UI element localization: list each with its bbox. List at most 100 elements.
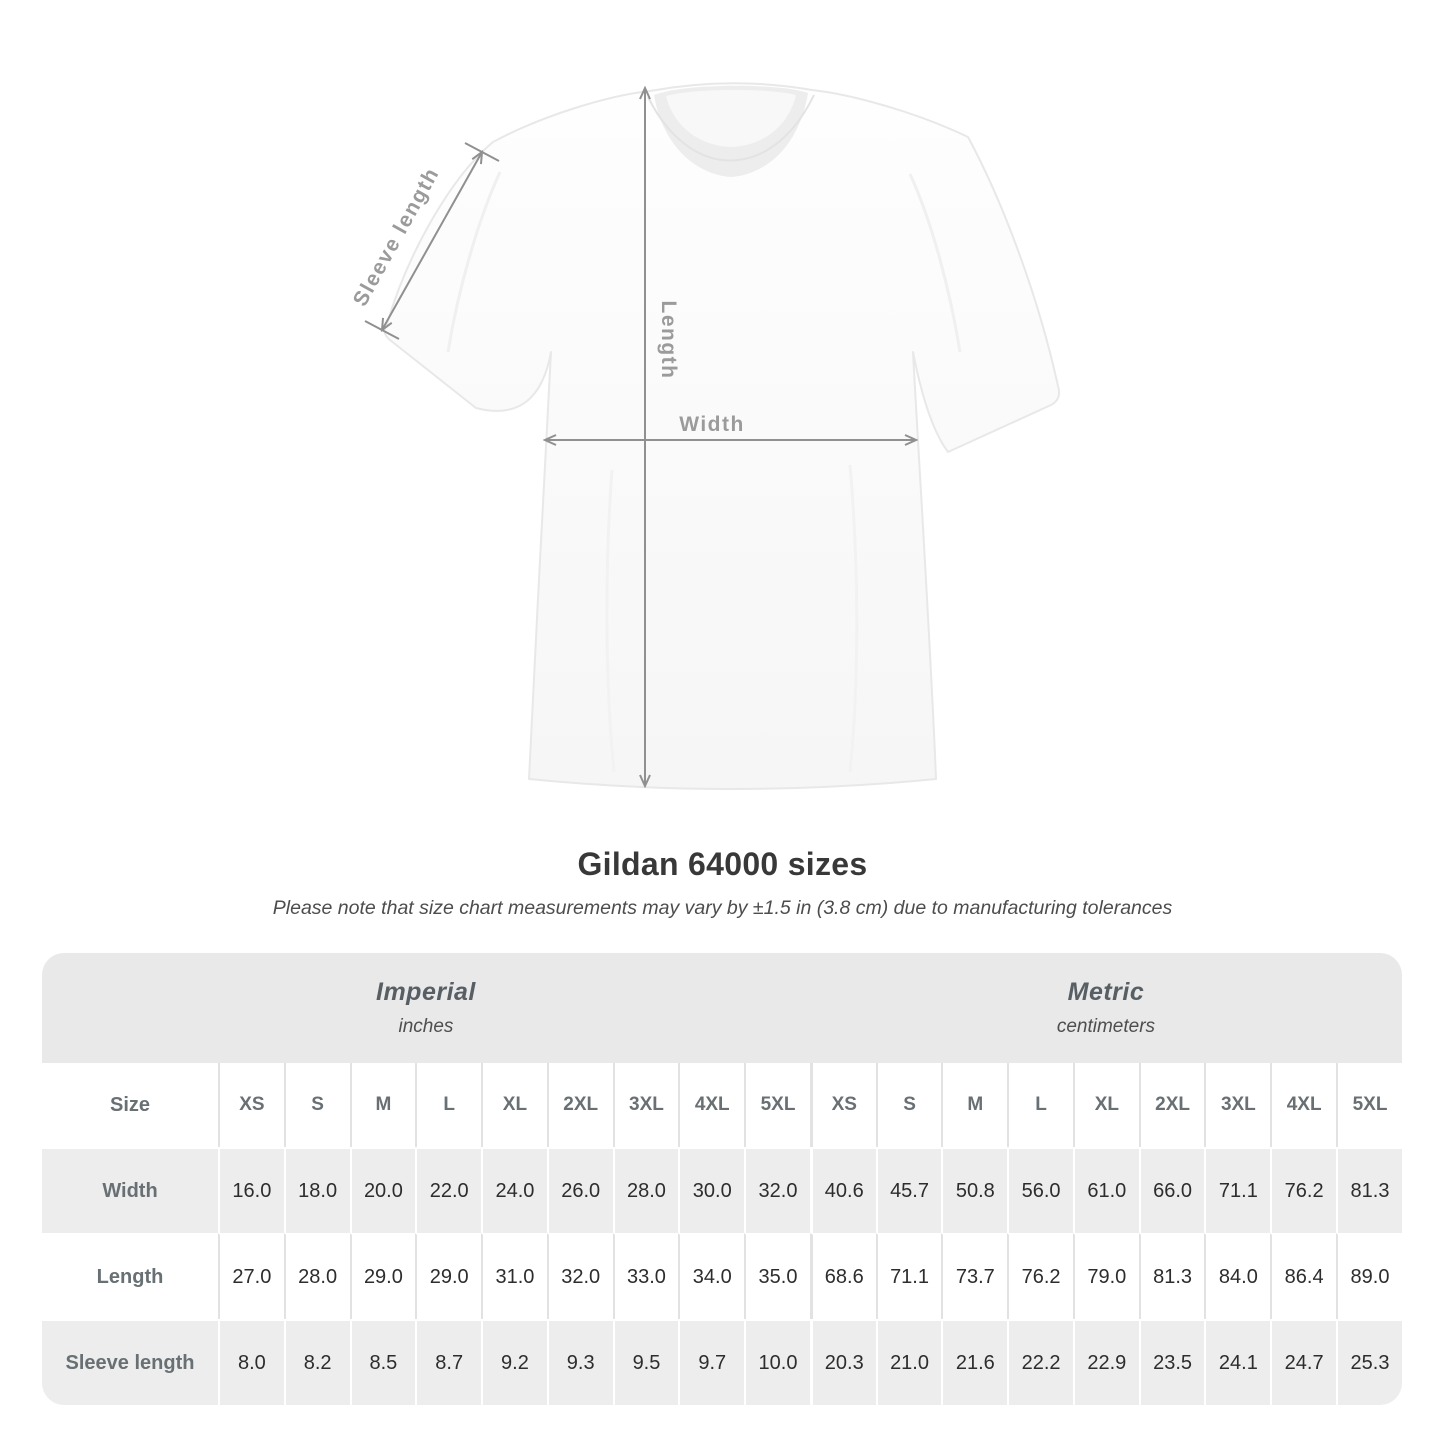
value-cell: 33.0 <box>612 1233 679 1319</box>
value-cell: 29.0 <box>349 1233 416 1319</box>
collar-inner <box>666 89 796 147</box>
size-header-cell: XL <box>481 1063 547 1147</box>
value-cell: 84.0 <box>1204 1233 1271 1319</box>
imperial-section-header: Imperial inches <box>42 953 810 1063</box>
value-cell: 16.0 <box>218 1147 284 1233</box>
page-title: Gildan 64000 sizes <box>577 846 868 882</box>
width-label: Width <box>679 413 745 436</box>
value-cell: 22.2 <box>1007 1319 1073 1405</box>
value-cell: 71.1 <box>1204 1147 1271 1233</box>
value-cell: 81.3 <box>1138 1233 1205 1319</box>
size-header-cell: 4XL <box>678 1063 745 1147</box>
value-cell: 56.0 <box>1007 1147 1073 1233</box>
size-header-cell: 2XL <box>546 1063 613 1147</box>
value-cell: 24.0 <box>481 1147 547 1233</box>
sleeve-length-row: Sleeve length 8.0 8.2 8.5 8.7 9.2 9.3 9.… <box>42 1319 1402 1405</box>
length-row: Length 27.0 28.0 29.0 29.0 31.0 32.0 33.… <box>42 1233 1402 1319</box>
value-cell: 71.1 <box>875 1233 942 1319</box>
size-header-cell: L <box>1007 1063 1073 1147</box>
value-cell: 21.6 <box>941 1319 1008 1405</box>
value-cell: 21.0 <box>875 1319 942 1405</box>
tshirt-measurement-diagram: Sleeve length Length Width <box>349 82 1061 790</box>
value-cell: 9.5 <box>612 1319 679 1405</box>
size-header-cell: S <box>875 1063 942 1147</box>
value-cell: 28.0 <box>283 1233 350 1319</box>
value-cell: 61.0 <box>1072 1147 1139 1233</box>
fold-line <box>848 464 859 773</box>
value-cell: 8.7 <box>415 1319 482 1405</box>
value-cell: 30.0 <box>678 1147 745 1233</box>
tolerance-note: Please note that size chart measurements… <box>272 897 1173 919</box>
value-cell: 89.0 <box>1336 1233 1402 1319</box>
size-header-cell: 3XL <box>612 1063 679 1147</box>
value-cell: 27.0 <box>218 1233 284 1319</box>
value-cell: 9.7 <box>678 1319 745 1405</box>
value-cell: 34.0 <box>678 1233 745 1319</box>
collar-rim <box>647 94 815 162</box>
value-cell: 26.0 <box>546 1147 613 1233</box>
tshirt-body <box>383 82 1061 790</box>
metric-section-label: Metric <box>1067 978 1145 1006</box>
value-cell: 9.2 <box>481 1319 547 1405</box>
value-cell: 32.0 <box>546 1233 613 1319</box>
row-label: Sleeve length <box>42 1319 218 1405</box>
size-chart-table: Imperial inches Metric centimeters Size … <box>42 953 1402 1405</box>
size-header-cell: 4XL <box>1270 1063 1337 1147</box>
value-cell: 79.0 <box>1072 1233 1139 1319</box>
value-cell: 31.0 <box>481 1233 547 1319</box>
value-cell: 76.2 <box>1007 1233 1073 1319</box>
value-cell: 9.3 <box>546 1319 613 1405</box>
value-cell: 86.4 <box>1270 1233 1337 1319</box>
value-cell: 8.2 <box>283 1319 350 1405</box>
value-cell: 50.8 <box>941 1147 1008 1233</box>
size-header-cell: M <box>349 1063 416 1147</box>
sleeve-length-arrow <box>364 142 500 340</box>
value-cell: 20.0 <box>349 1147 416 1233</box>
value-cell: 18.0 <box>283 1147 350 1233</box>
size-header-cell: XL <box>1072 1063 1139 1147</box>
value-cell: 40.6 <box>809 1147 876 1233</box>
value-cell: 28.0 <box>612 1147 679 1233</box>
value-cell: 29.0 <box>415 1233 482 1319</box>
value-cell: 45.7 <box>875 1147 942 1233</box>
value-cell: 35.0 <box>744 1233 810 1319</box>
size-header-cell: XS <box>218 1063 284 1147</box>
value-cell: 10.0 <box>744 1319 810 1405</box>
size-corner-label: Size <box>42 1063 218 1147</box>
unit-header-row: Imperial inches Metric centimeters <box>42 953 1402 1063</box>
value-cell: 20.3 <box>809 1319 876 1405</box>
value-cell: 25.3 <box>1336 1319 1402 1405</box>
size-header-row: Size XS S M L XL 2XL 3XL 4XL 5XL XS S M … <box>42 1063 1402 1147</box>
metric-section-header: Metric centimeters <box>809 953 1402 1063</box>
size-header-cell: M <box>941 1063 1008 1147</box>
value-cell: 22.0 <box>415 1147 482 1233</box>
size-header-cell: 5XL <box>744 1063 810 1147</box>
imperial-section-unit: inches <box>398 1016 454 1037</box>
imperial-section-label: Imperial <box>376 978 476 1006</box>
value-cell: 73.7 <box>941 1233 1008 1319</box>
value-cell: 66.0 <box>1138 1147 1205 1233</box>
width-row: Width 16.0 18.0 20.0 22.0 24.0 26.0 28.0… <box>42 1147 1402 1233</box>
value-cell: 32.0 <box>744 1147 810 1233</box>
value-cell: 8.0 <box>218 1319 284 1405</box>
value-cell: 22.9 <box>1072 1319 1139 1405</box>
fold-line <box>605 469 616 773</box>
value-cell: 76.2 <box>1270 1147 1337 1233</box>
fold-line <box>908 173 962 353</box>
size-header-cell: 3XL <box>1204 1063 1271 1147</box>
value-cell: 68.6 <box>809 1233 876 1319</box>
value-cell: 23.5 <box>1138 1319 1205 1405</box>
size-header-cell: S <box>283 1063 350 1147</box>
size-header-cell: 5XL <box>1336 1063 1402 1147</box>
value-cell: 24.7 <box>1270 1319 1337 1405</box>
length-label: Length <box>657 301 680 380</box>
row-label: Length <box>42 1233 218 1319</box>
size-header-cell: L <box>415 1063 482 1147</box>
value-cell: 81.3 <box>1336 1147 1402 1233</box>
row-label: Width <box>42 1147 218 1233</box>
value-cell: 24.1 <box>1204 1319 1271 1405</box>
metric-section-unit: centimeters <box>1056 1016 1156 1037</box>
size-header-cell: 2XL <box>1138 1063 1205 1147</box>
value-cell: 8.5 <box>349 1319 416 1405</box>
size-header-cell: XS <box>809 1063 876 1147</box>
